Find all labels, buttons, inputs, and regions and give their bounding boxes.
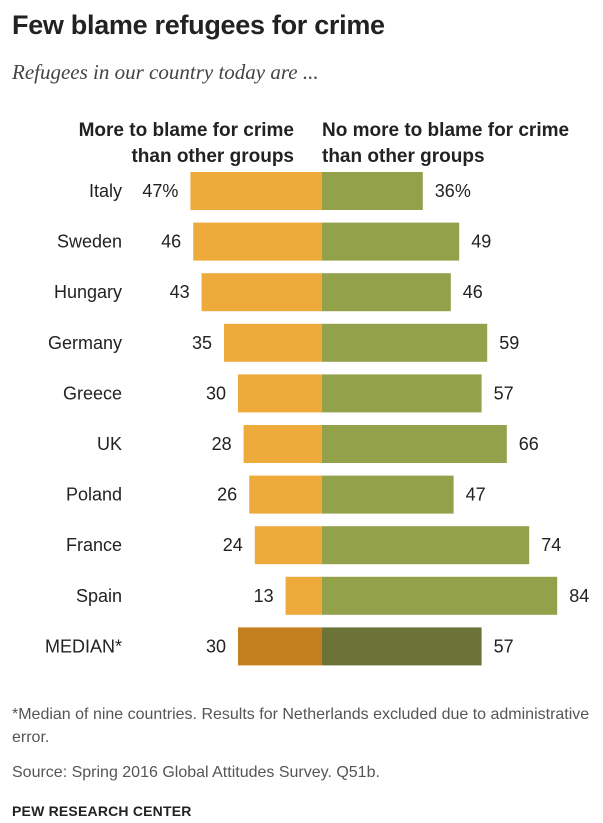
chart-subtitle: Refugees in our country today are ... [12,60,319,84]
category-label: Poland [66,485,122,505]
value-label-blame: 24 [223,535,243,555]
value-label-no-blame: 74 [541,535,561,555]
value-label-blame: 28 [212,434,232,454]
value-label-blame: 13 [254,586,274,606]
value-label-blame: 47% [142,181,178,201]
legend-no-blame-header: No more to blame for crime than other gr… [322,118,582,170]
bar-blame [243,425,322,463]
value-label-no-blame: 84 [569,586,589,606]
value-label-no-blame: 66 [519,434,539,454]
bar-no-blame [322,323,488,362]
value-label-blame: 35 [192,333,212,353]
footnote: *Median of nine countries. Results for N… [12,706,590,746]
legend-no-blame-label: No more to blame for crime than other gr… [322,120,570,167]
bar-no-blame [322,172,423,210]
bar-no-blame [322,273,451,312]
bar-no-blame [322,475,454,514]
value-label-no-blame: 57 [494,383,514,403]
category-label: Hungary [54,282,122,302]
category-label: MEDIAN* [45,636,122,656]
value-label-no-blame: 36% [435,181,471,201]
value-label-no-blame: 59 [499,333,519,353]
legend-blame-header: More to blame for crime than other group… [34,118,294,170]
bar-no-blame [322,526,530,565]
bar-blame [238,374,322,413]
category-label: Greece [63,383,122,403]
value-label-blame: 30 [206,383,226,403]
bar-no-blame [322,627,482,666]
publisher-brand: PEW RESEARCH CENTER [12,803,192,819]
bar-blame [254,526,322,565]
category-label: Sweden [57,232,122,252]
value-label-blame: 26 [217,485,237,505]
bar-no-blame [322,576,558,615]
bar-blame [201,273,322,312]
chart-title: Few blame refugees for crime [12,10,385,40]
bar-blame [224,323,322,362]
source-note: Source: Spring 2016 Global Attitudes Sur… [12,764,380,781]
bar-no-blame [322,425,507,463]
bar-blame [285,576,322,615]
category-label: Germany [48,333,122,353]
bar-blame [249,475,322,514]
legend-blame-label: More to blame for crime than other group… [78,120,294,167]
value-label-no-blame: 47 [466,485,486,505]
category-label: UK [97,434,122,454]
value-label-blame: 46 [161,232,181,252]
value-label-blame: 30 [206,636,226,656]
value-label-no-blame: 57 [494,636,514,656]
value-label-no-blame: 49 [471,232,491,252]
category-label: France [66,535,122,555]
bar-no-blame [322,374,482,413]
bar-no-blame [322,222,460,261]
value-label-no-blame: 46 [463,282,483,302]
diverging-bar-chart: 47% 36% Italy 46 49 Sweden 43 46 Hungary 35 59 Germ… [45,172,589,666]
category-label: Italy [89,181,122,201]
category-label: Spain [76,586,122,606]
bar-blame [193,222,322,261]
value-label-blame: 43 [170,282,190,302]
bar-blame [190,172,322,210]
bar-blame [238,627,322,666]
